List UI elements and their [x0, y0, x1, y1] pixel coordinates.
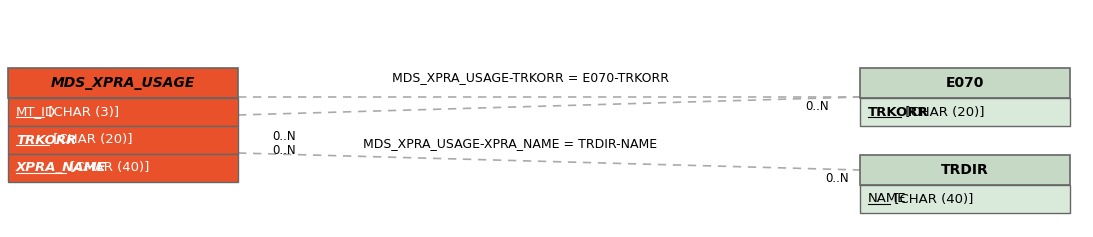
- Text: TRDIR: TRDIR: [941, 163, 989, 177]
- Text: [CHAR (20)]: [CHAR (20)]: [901, 105, 985, 118]
- Text: [CHAR (40)]: [CHAR (40)]: [890, 192, 974, 205]
- Text: 0..N: 0..N: [272, 129, 295, 142]
- Bar: [8, 126, 238, 154]
- Bar: [860, 155, 1070, 185]
- Text: [CHAR (20)]: [CHAR (20)]: [49, 133, 132, 146]
- Text: [CHAR (40)]: [CHAR (40)]: [66, 161, 149, 174]
- Bar: [860, 68, 1070, 98]
- Text: MDS_XPRA_USAGE: MDS_XPRA_USAGE: [50, 76, 196, 90]
- Text: TRKORR: TRKORR: [868, 105, 929, 118]
- Text: XPRA_NAME: XPRA_NAME: [16, 161, 107, 174]
- Text: E070: E070: [945, 76, 984, 90]
- Text: NAME: NAME: [868, 192, 906, 205]
- Bar: [860, 185, 1070, 213]
- Text: MDS_XPRA_USAGE-TRKORR = E070-TRKORR: MDS_XPRA_USAGE-TRKORR = E070-TRKORR: [391, 72, 669, 85]
- Bar: [8, 154, 238, 182]
- Text: 0..N: 0..N: [806, 100, 828, 114]
- Text: MT_ID: MT_ID: [16, 105, 56, 118]
- Bar: [860, 98, 1070, 126]
- Text: 0..N: 0..N: [272, 145, 295, 158]
- Bar: [8, 68, 238, 98]
- Text: MDS_XPRA_USAGE-XPRA_NAME = TRDIR-NAME: MDS_XPRA_USAGE-XPRA_NAME = TRDIR-NAME: [363, 137, 657, 150]
- Bar: [8, 98, 238, 126]
- Text: [CHAR (3)]: [CHAR (3)]: [44, 105, 119, 118]
- Text: TRKORR: TRKORR: [16, 133, 77, 146]
- Text: 0..N: 0..N: [825, 172, 848, 184]
